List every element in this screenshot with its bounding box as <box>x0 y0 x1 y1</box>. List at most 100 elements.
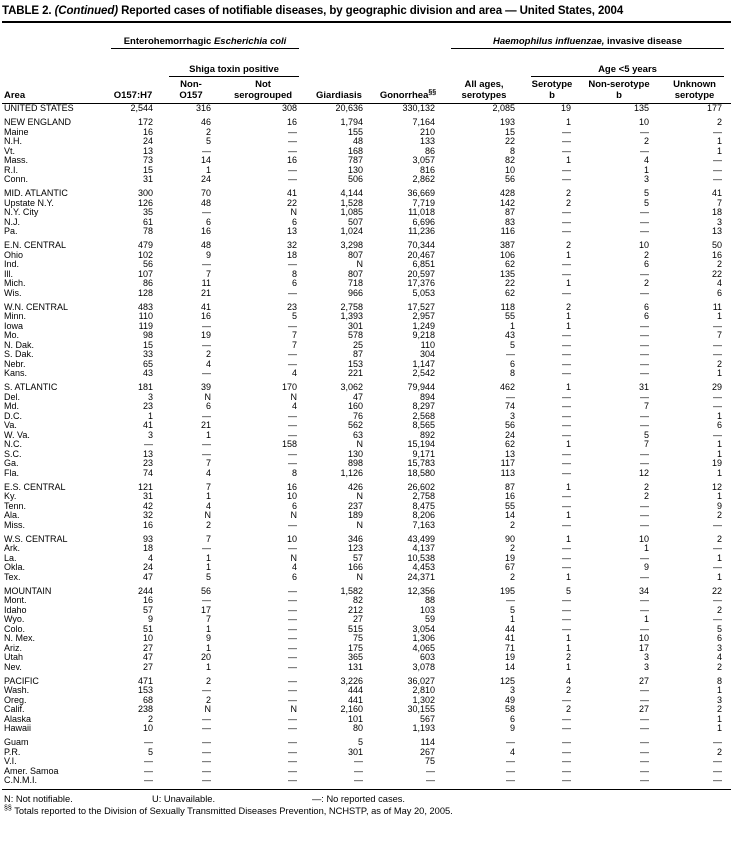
table-row: Guam — — — 5 114 — — — — <box>2 734 731 748</box>
value-cell: — <box>713 544 723 553</box>
value-cell: 221 <box>347 369 363 378</box>
value-cell: 74 <box>504 402 515 411</box>
value-cell: 18,580 <box>407 468 435 478</box>
table-title-text: Reported cases of notifiable diseases, b… <box>117 5 624 17</box>
value-cell: 2,542 <box>412 369 435 378</box>
value-cell: — <box>562 624 571 634</box>
table-row: Wis. 128 21 — 966 5,053 62 — — 6 <box>2 289 731 299</box>
value-cell: 244 <box>137 585 153 596</box>
value-cell: — <box>506 392 515 402</box>
value-cell: 78 <box>142 227 153 236</box>
value-cell: 13 <box>142 146 153 156</box>
area-label: MOUNTAIN <box>4 585 52 596</box>
value-cell: 13 <box>142 449 153 459</box>
value-cell: 4 <box>205 501 211 511</box>
value-cell: — <box>562 459 571 468</box>
value-cell: 14 <box>504 511 515 520</box>
value-cell: 9 <box>509 724 515 733</box>
value-cell: 6 <box>717 288 723 298</box>
value-cell: — <box>288 605 297 615</box>
value-cell: 70,344 <box>407 240 435 250</box>
value-cell: 20 <box>200 653 211 662</box>
value-cell: 175 <box>347 643 363 653</box>
value-cell: — <box>713 350 723 359</box>
value-cell: 35 <box>142 208 153 217</box>
value-cell: 330,132 <box>402 103 435 113</box>
area-label: W.N. CENTRAL <box>4 301 69 312</box>
area-label: Amer. Samoa <box>4 766 59 776</box>
value-cell: 816 <box>419 165 435 175</box>
value-cell: N <box>290 705 298 714</box>
value-cell: — <box>562 724 571 733</box>
value-cell: — <box>562 421 571 430</box>
value-cell: — <box>288 596 297 605</box>
value-cell: — <box>202 208 211 217</box>
value-cell: 166 <box>347 563 363 572</box>
value-cell: — <box>713 430 723 440</box>
value-cell: 87 <box>504 208 515 217</box>
area-label: D.C. <box>4 411 22 421</box>
area-label: Ark. <box>4 544 21 553</box>
value-cell: 4 <box>717 653 723 662</box>
shiga-label: Shiga toxin positive <box>189 63 279 75</box>
value-cell: 515 <box>347 624 363 634</box>
value-cell: 6 <box>643 260 649 269</box>
value-cell: 1 <box>565 312 571 321</box>
value-cell: 43 <box>504 331 515 340</box>
value-cell: — <box>354 757 363 766</box>
value-cell: 24,371 <box>407 572 435 582</box>
value-cell: 11,018 <box>408 208 435 217</box>
value-cell: 6 <box>509 359 515 369</box>
value-cell: 22 <box>504 279 515 288</box>
column-header-non-serotype-b: Non-serotype b <box>588 79 650 101</box>
value-cell: 3 <box>717 217 723 227</box>
value-cell: 117 <box>500 459 515 468</box>
value-cell: 8,475 <box>412 501 435 511</box>
value-cell: N <box>290 553 298 563</box>
value-cell: — <box>713 392 723 402</box>
value-cell: 21 <box>200 288 211 298</box>
value-cell: 74 <box>142 468 153 478</box>
value-cell: — <box>640 757 649 766</box>
value-cell: — <box>562 747 571 757</box>
value-cell: 6 <box>291 279 297 288</box>
age5-label: Age <5 years <box>598 63 657 75</box>
area-label: Ga. <box>4 459 19 468</box>
value-cell: 59 <box>424 615 435 624</box>
value-cell: 1 <box>717 686 723 695</box>
value-cell: 19 <box>712 459 723 468</box>
area-label: Colo. <box>4 624 26 634</box>
table-row: Ark. 18 — — 123 4,137 2 — 1 — <box>2 544 731 554</box>
group-header-shiga: Shiga toxin positive <box>162 62 306 80</box>
value-cell: 16 <box>142 520 153 530</box>
value-cell: 7 <box>205 615 211 624</box>
value-cell: — <box>562 757 571 766</box>
value-cell: — <box>640 208 649 217</box>
value-cell: 7 <box>205 533 211 544</box>
value-cell: 83 <box>504 217 515 227</box>
value-cell: 158 <box>281 440 297 449</box>
value-cell: — <box>354 766 363 776</box>
table-row: UNITED STATES 2,544 316 308 20,636 330,132 2,0… <box>2 104 731 114</box>
value-cell: N <box>356 520 364 530</box>
value-cell: 4,453 <box>412 563 435 572</box>
value-cell: 2 <box>509 544 515 553</box>
value-cell: — <box>562 217 571 227</box>
value-cell: — <box>640 605 649 615</box>
value-cell: 3 <box>509 686 515 695</box>
table-row: R.I. 15 1 — 130 816 10 — 1 — <box>2 166 731 176</box>
table-row: S.C. 13 — — 130 9,171 13 — — 1 <box>2 450 731 460</box>
value-cell: — <box>202 321 211 331</box>
table-row: Upstate N.Y. 126 48 22 1,528 7,719 142 2 5 7 <box>2 199 731 209</box>
value-cell: 90 <box>504 533 515 544</box>
value-cell: 2 <box>643 481 649 492</box>
value-cell: 76 <box>352 411 363 421</box>
value-cell: 506 <box>347 175 363 184</box>
value-cell: — <box>288 737 297 747</box>
value-cell: 15,194 <box>407 440 435 449</box>
value-cell: — <box>202 737 211 747</box>
table-row: W. Va. 3 1 — 63 892 24 — 5 — <box>2 431 731 441</box>
value-cell: 3,062 <box>340 382 363 392</box>
value-cell: 16 <box>286 117 297 127</box>
value-cell: 6 <box>509 714 515 724</box>
